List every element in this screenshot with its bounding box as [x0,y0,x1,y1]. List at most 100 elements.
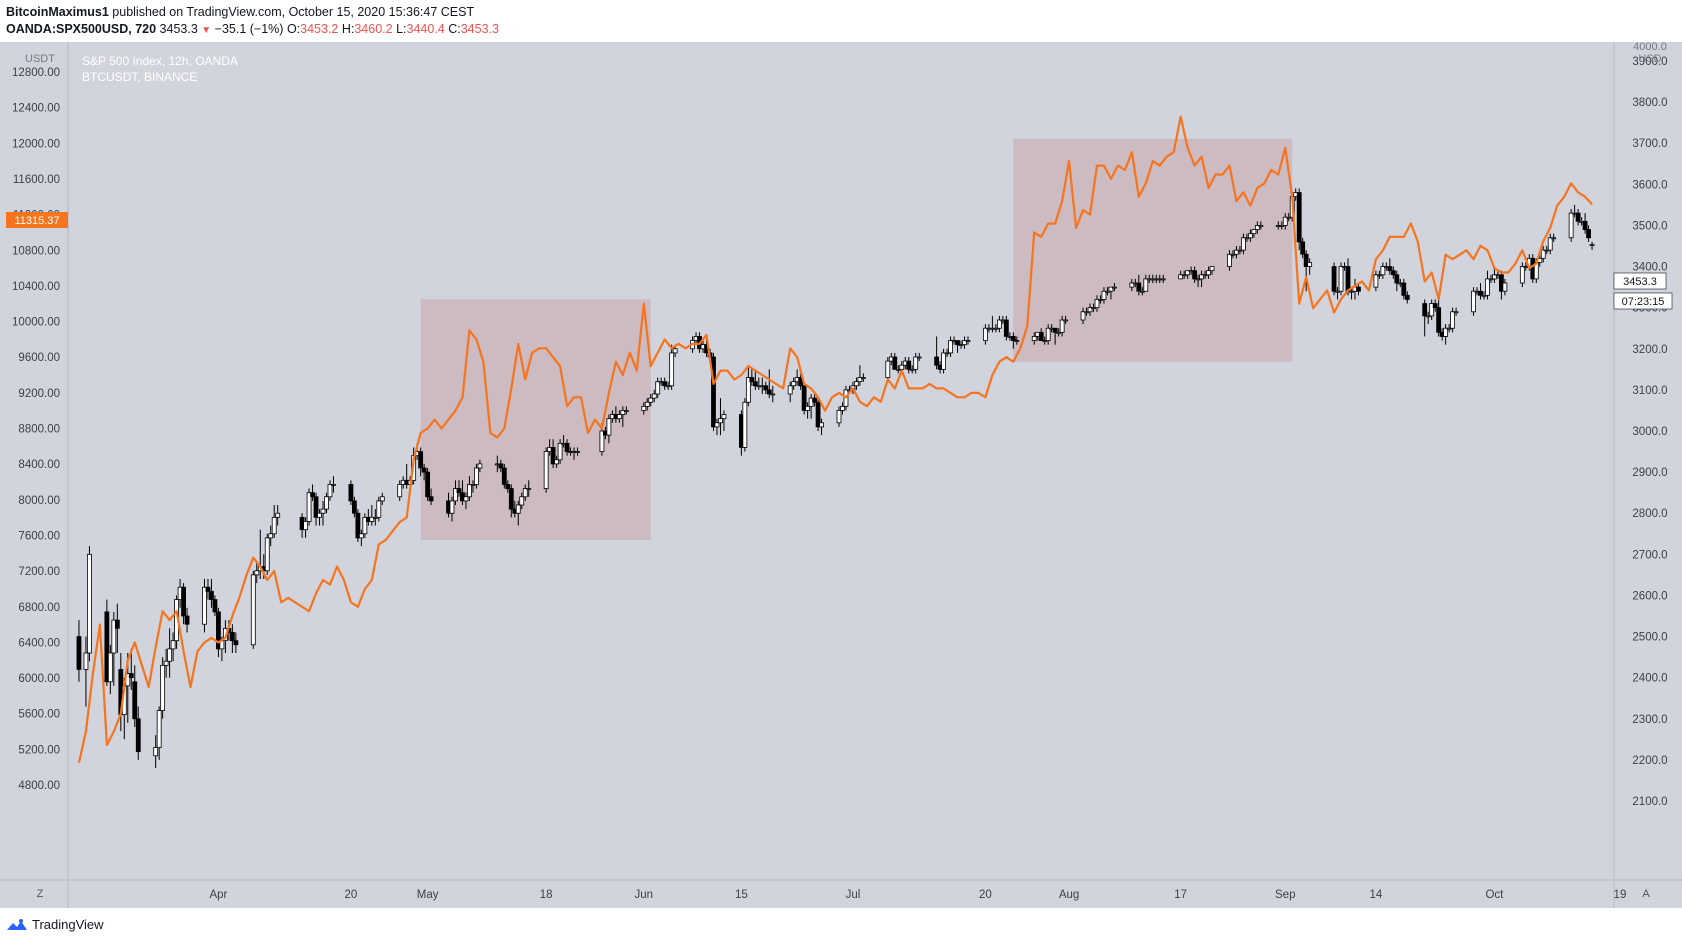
candle-body [1181,274,1187,277]
spx-candles [76,188,1595,769]
right-axis-unit: USD [1638,53,1661,65]
chart-pane[interactable] [68,42,1614,880]
close-label: C: [448,22,461,36]
candle-body [104,611,110,683]
candle-body [418,451,424,469]
candle-body [303,521,308,531]
candle-body [1488,278,1494,281]
candle-body [1241,237,1246,251]
right-tick-label: 2500.0 [1632,632,1667,644]
candle-body [1254,225,1260,230]
candle-body [965,340,971,342]
time-tick-label: Oct [1485,889,1504,901]
candle-body [1059,319,1065,333]
candle-body [770,393,776,396]
time-axis-pane[interactable] [0,880,1682,908]
right-tick-label: 3100.0 [1632,385,1667,397]
candle-body [655,381,661,395]
candle-body [721,414,727,420]
author-name[interactable]: BitcoinMaximus1 [6,5,109,19]
candle-body [463,496,469,502]
right-axis-pane[interactable] [1614,42,1682,880]
candle-body [752,381,758,387]
candle-body [913,356,919,370]
candle-body [955,340,960,346]
candle-body [1286,216,1292,219]
candle-body [1112,286,1117,289]
candle-body [376,500,382,518]
left-tick-label: 11600.00 [13,174,60,186]
time-tick-label: 20 [345,889,358,901]
candle-body [1373,274,1379,288]
left-axis-pane[interactable] [0,42,68,880]
time-tick-label: 19 [1614,889,1627,901]
candle-body [941,352,946,370]
symbol-label[interactable]: OANDA:SPX500USD, 720 [6,22,157,36]
right-axis-top-cut: 4000.0 [1633,41,1667,53]
candle-body [623,410,629,412]
time-tick-label: May [417,889,439,901]
candle-body [1087,307,1093,313]
candle-body [1589,244,1595,247]
candle-body [1136,282,1142,292]
right-tick-label: 3700.0 [1632,138,1667,150]
legend-line-2[interactable]: BTCUSDT, BINANCE [82,70,197,84]
left-tick-label: 9200.00 [18,388,60,400]
brand-name: TradingView [32,917,104,932]
candle-body [331,484,336,486]
open-label: O: [286,22,301,36]
candle-body [1003,319,1009,337]
candle-body [317,512,322,518]
candle-body [1094,299,1100,309]
tradingview-logo[interactable]: TradingView [6,917,104,932]
candle-body [1258,225,1264,227]
left-tick-label: 12800.00 [12,67,60,79]
candle-body [83,652,89,670]
candle-body [815,401,821,428]
zoom-z-button[interactable]: Z [36,888,44,900]
candle-body [1575,212,1581,222]
candle-body [1129,282,1135,288]
candle-body [313,496,319,518]
high-label: H: [341,22,355,36]
candle-body [766,389,772,395]
candle-body [1105,290,1110,293]
left-tick-label: 7200.00 [18,566,60,578]
candle-body [1098,299,1103,301]
candle-body [805,405,811,411]
candle-body [1568,212,1574,239]
legend-line-1[interactable]: S&P 500 Index, 12h, OANDA [82,54,238,68]
candle-body [470,484,476,486]
candle-body [1453,311,1459,314]
candle-body [543,451,549,489]
spx-price-tag: 3453.3 07:23:15 [1613,272,1673,310]
left-tick-label: 10400.00 [12,281,60,293]
left-tick-label: 8800.00 [18,424,60,436]
auto-scale-button[interactable]: A [1642,888,1650,900]
candle-body [1139,290,1145,293]
candle-body [1206,270,1211,276]
candle-body [983,327,988,341]
published-text: published on TradingView.com, October 15… [112,5,475,19]
close-value: 3453.3 [460,22,499,36]
candle-body [662,381,668,387]
candle-body [1178,274,1184,280]
candle-body [1387,266,1393,272]
candle-body [1237,249,1243,252]
candle-body [1199,274,1204,280]
change-value: −35.1 (−1%) [214,22,284,36]
candle-body [160,664,166,711]
time-tick-label: 18 [540,889,553,901]
candle-body [711,356,716,428]
candle-body [554,459,560,465]
candle-body [128,673,134,679]
candle-body [467,484,472,498]
candle-body [1038,331,1044,341]
candle-body [498,463,504,469]
candle-body [641,405,647,411]
candle-body [1345,266,1351,292]
candle-body [501,467,507,485]
candle-body [379,496,385,502]
candle-body [264,537,270,572]
